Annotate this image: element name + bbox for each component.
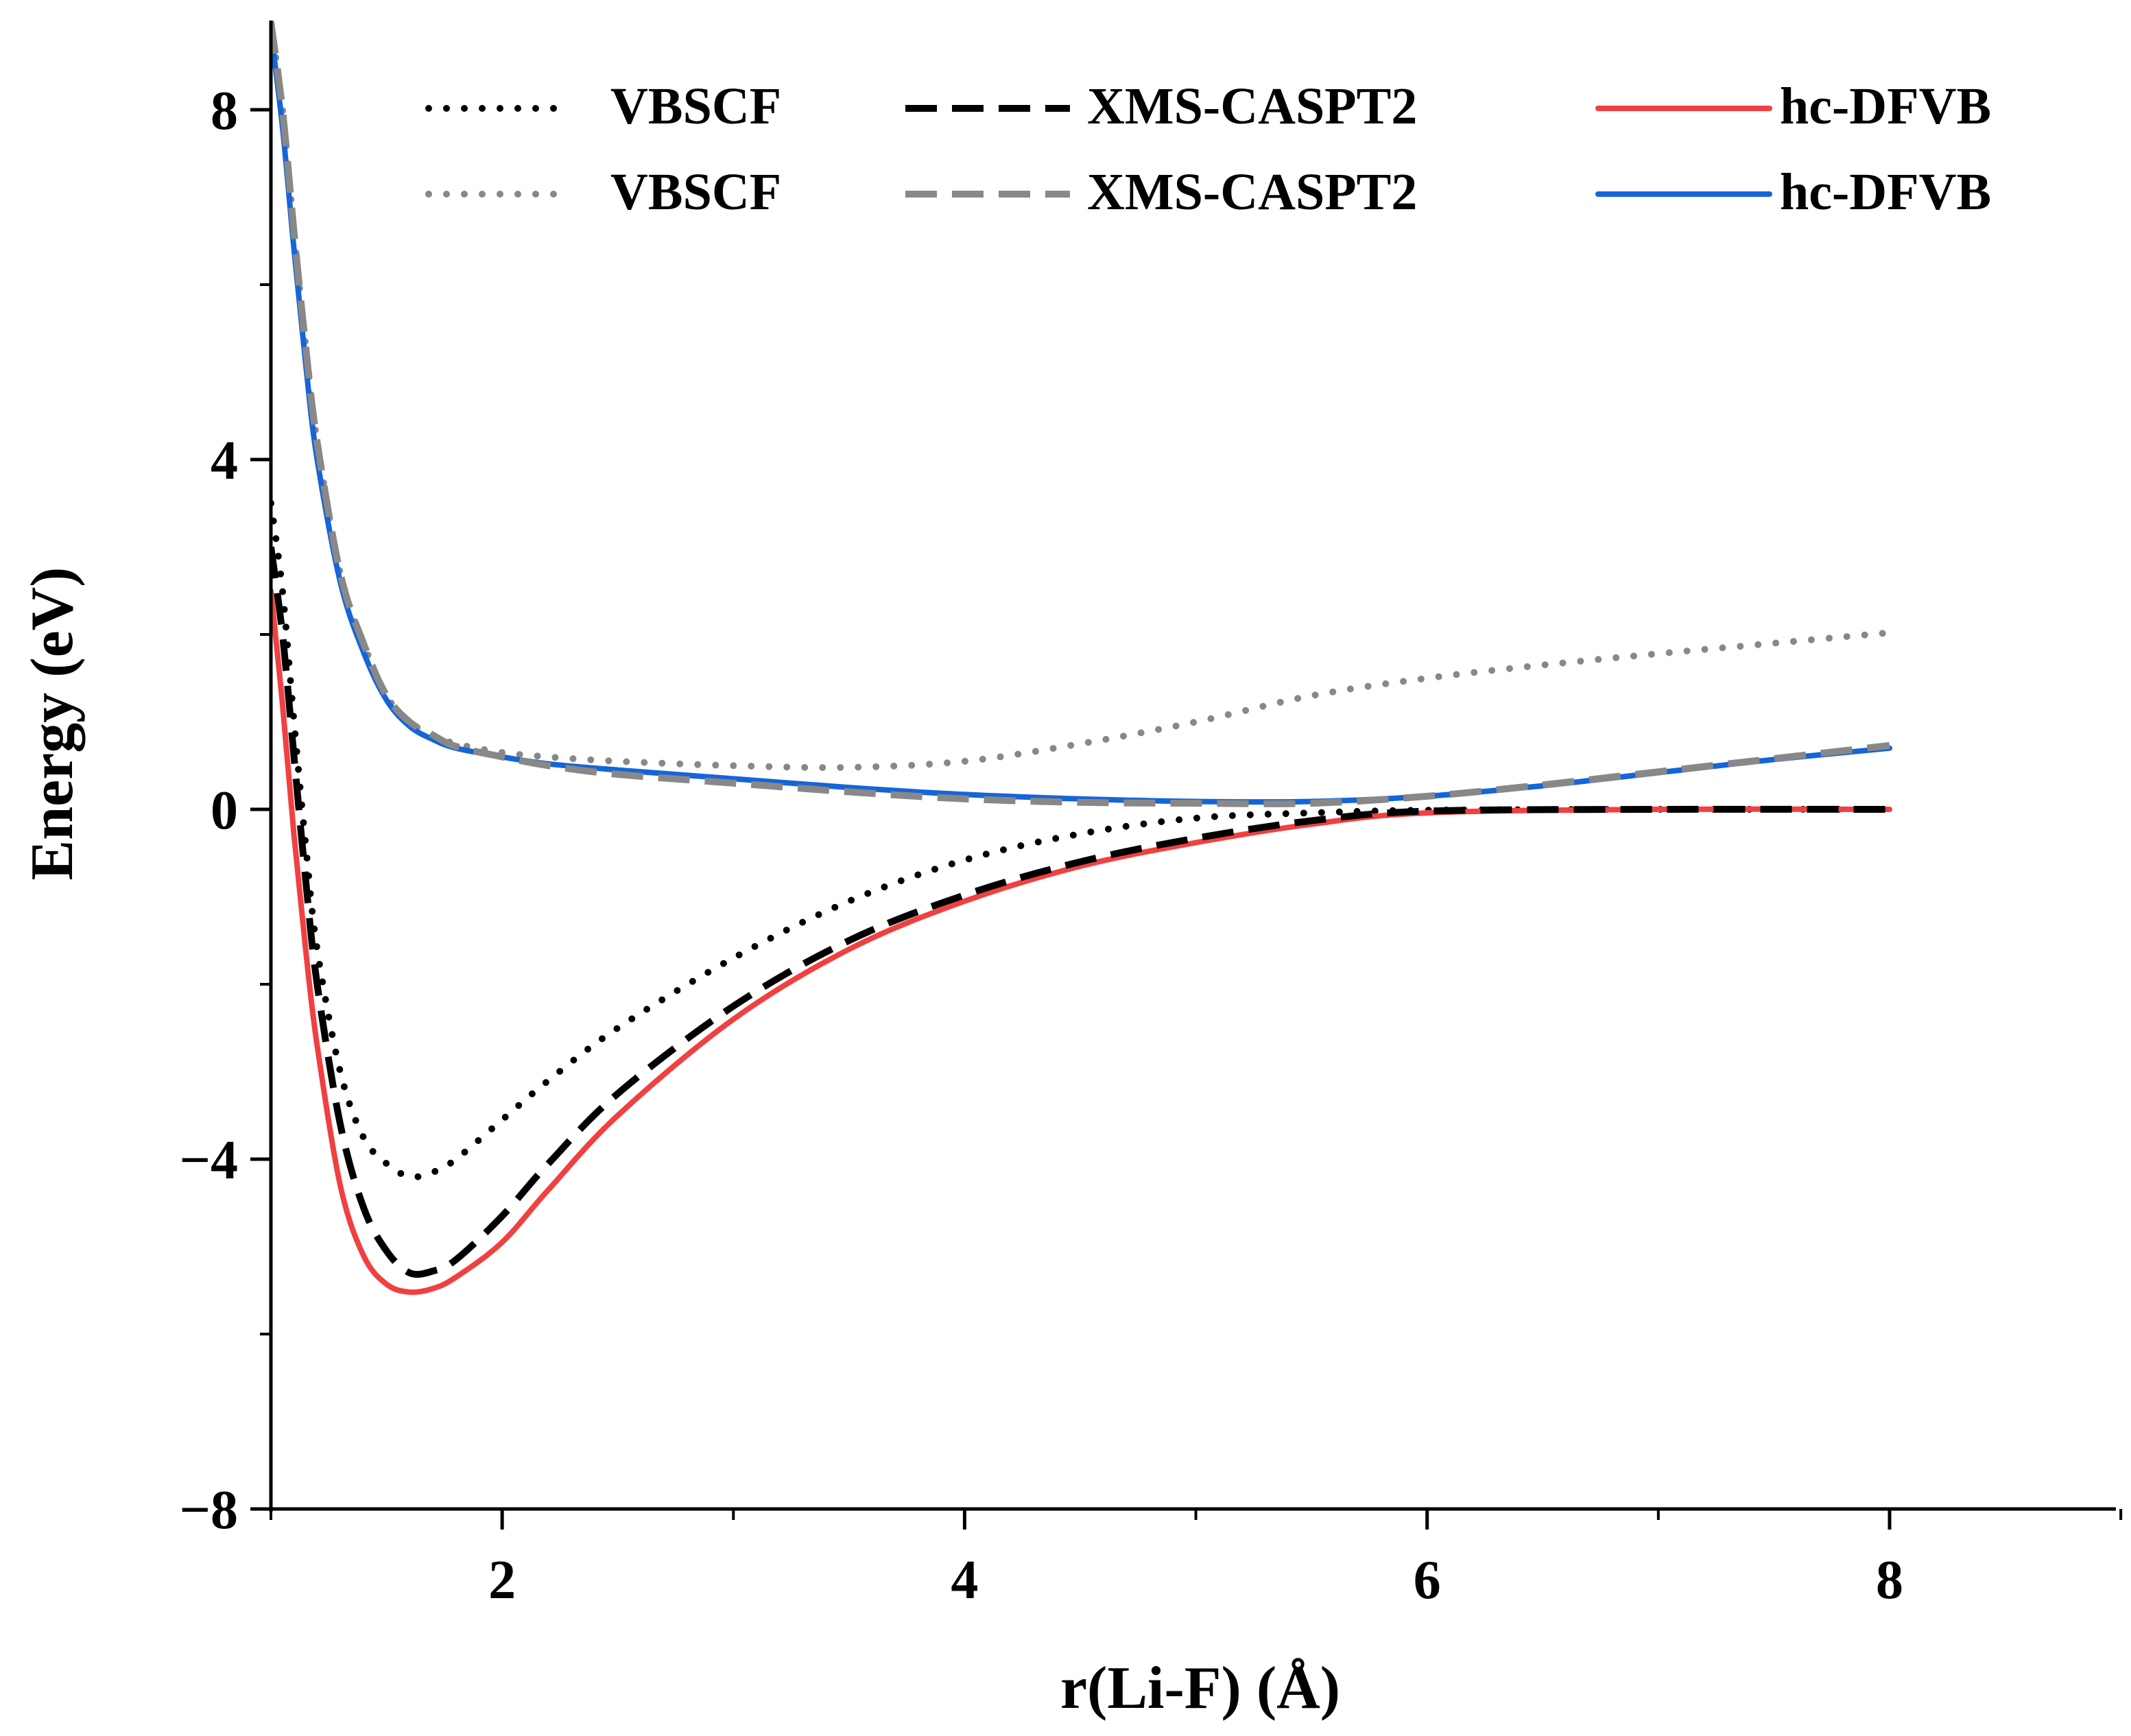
x-tick-label: 2: [488, 1550, 516, 1610]
x-axis-title: r(Li-F) (Å): [1060, 1655, 1340, 1722]
y-tick-label: 0: [211, 781, 238, 841]
x-tick-label: 4: [951, 1550, 978, 1610]
y-tick-label: −4: [179, 1130, 238, 1191]
y-axis-title: Energy (eV): [19, 567, 86, 881]
y-tick-label: 4: [211, 431, 238, 491]
legend-label-excited-hc-dfvb: hc-DFVB: [1780, 163, 1991, 221]
legend-label-ground-vbscf: VBSCF: [610, 78, 781, 135]
series-layer: [271, 21, 1893, 1296]
series-line-ground-hc-dfvb: [271, 588, 1892, 1296]
legend-label-ground-hc-dfvb: hc-DFVB: [1780, 78, 1991, 135]
legend-label-excited-vbscf: VBSCF: [610, 163, 781, 221]
y-tick-label: −8: [179, 1480, 238, 1541]
series-line-excited-xms-caspt2: [271, 21, 1890, 807]
x-tick-label: 8: [1876, 1550, 1903, 1610]
axes-layer: −8 −4 0 4 8 2 4 6 8: [179, 21, 2123, 1610]
y-tick-label: 8: [211, 81, 238, 141]
series-line-ground-xms-caspt2: [271, 546, 1890, 1278]
legend: VBSCF XMS-CASPT2 hc-DFVB VBSCF XMS-CASPT2 hc-…: [425, 78, 1991, 221]
legend-label-excited-xms-caspt2: XMS-CASPT2: [1087, 163, 1417, 221]
legend-label-ground-xms-caspt2: XMS-CASPT2: [1087, 78, 1417, 135]
x-tick-label: 6: [1414, 1550, 1441, 1610]
